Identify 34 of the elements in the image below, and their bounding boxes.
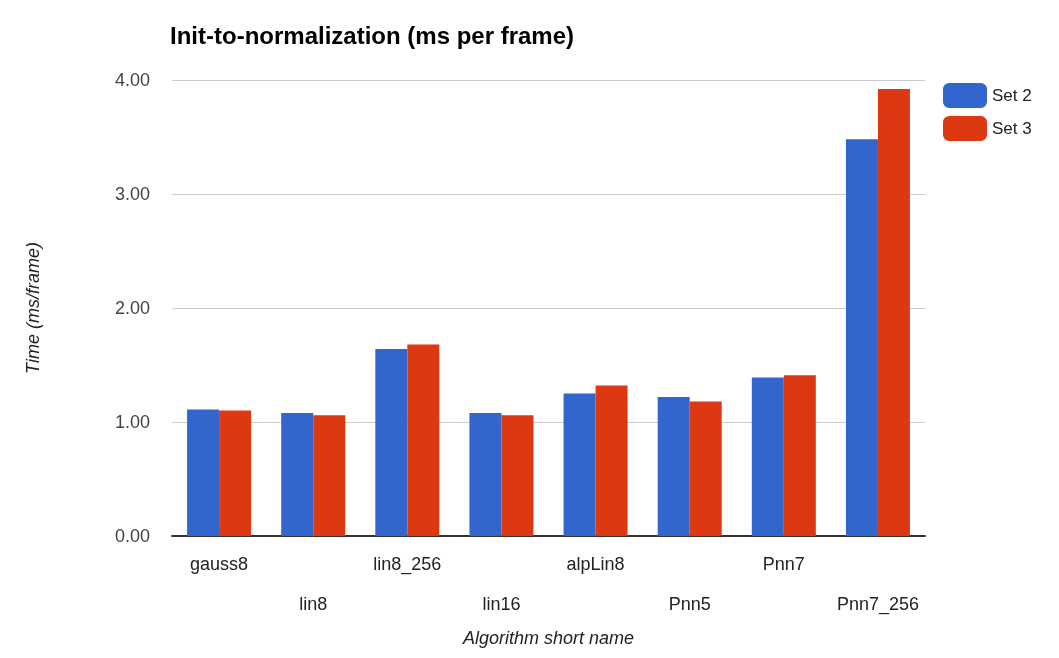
chart-title: Init-to-normalization (ms per frame) <box>170 21 575 49</box>
bar <box>877 89 910 536</box>
bar <box>407 344 440 536</box>
legend-label: Set 3 <box>992 119 1032 138</box>
bar <box>783 375 816 536</box>
x-tick-label: lin8 <box>299 594 328 614</box>
y-axis-title: Time (ms/frame) <box>23 242 43 374</box>
bar <box>469 412 502 536</box>
bar <box>845 139 878 536</box>
bar <box>187 409 220 536</box>
y-tick-label: 3.00 <box>114 184 150 204</box>
y-tick-label: 2.00 <box>114 298 150 318</box>
x-tick-label: lin16 <box>482 594 521 614</box>
y-tick-label: 0.00 <box>114 526 150 546</box>
bar <box>219 410 252 536</box>
x-tick-label: gauss8 <box>190 554 249 574</box>
bar <box>313 415 346 536</box>
x-tick-label: Pnn5 <box>668 594 711 614</box>
x-tick-label: Pnn7 <box>762 554 805 574</box>
x-tick-label: alpLin8 <box>566 554 625 574</box>
x-tick-label: Pnn7_256 <box>836 594 919 615</box>
bar <box>281 412 314 536</box>
bar <box>689 401 722 536</box>
x-tick-label: lin8_256 <box>373 554 442 575</box>
bar <box>563 393 596 536</box>
x-axis-title: Algorithm short name <box>461 627 635 648</box>
bar <box>657 396 690 536</box>
bar <box>751 377 784 536</box>
bar <box>501 415 534 536</box>
y-tick-label: 4.00 <box>114 70 150 90</box>
bar <box>595 385 628 536</box>
bar <box>375 349 408 536</box>
legend-label: Set 2 <box>992 86 1032 105</box>
y-tick-label: 1.00 <box>114 412 150 432</box>
